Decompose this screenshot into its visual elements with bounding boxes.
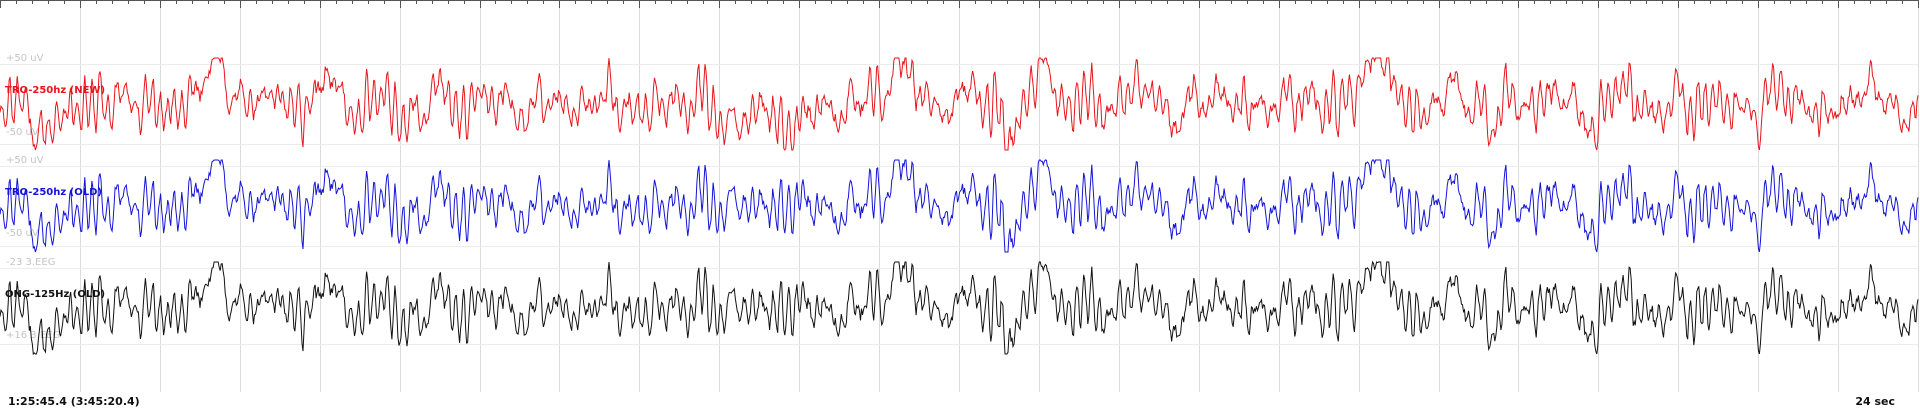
ch2-scale-bottom: -50 uV: [6, 228, 39, 239]
ch3-trace: [0, 260, 1919, 356]
ch2-label: TRO-250hz (OLD): [5, 187, 102, 198]
ch1-scale-bottom: -50 uV: [6, 127, 39, 138]
ch3-scale-bottom: +16 3.EEG: [6, 330, 60, 341]
time-position-readout: 1:25:45.4 (3:45:20.4): [8, 395, 140, 408]
ch2-scale-top: +50 uV: [6, 155, 44, 166]
ch2-trace: [0, 159, 1919, 253]
ch1-scale-top: +50 uV: [6, 53, 44, 64]
page-duration-label: 24 sec: [1855, 395, 1895, 408]
top-ruler: [0, 0, 1919, 8]
time-grid: [0, 8, 1919, 392]
ch3-scale-top: -23 3.EEG: [6, 257, 55, 268]
ch1-trace: [0, 57, 1919, 151]
ch3-label: ONG-125Hz (OLD): [5, 289, 105, 300]
ch1-label: TRO-250hz (NEW): [5, 85, 105, 96]
